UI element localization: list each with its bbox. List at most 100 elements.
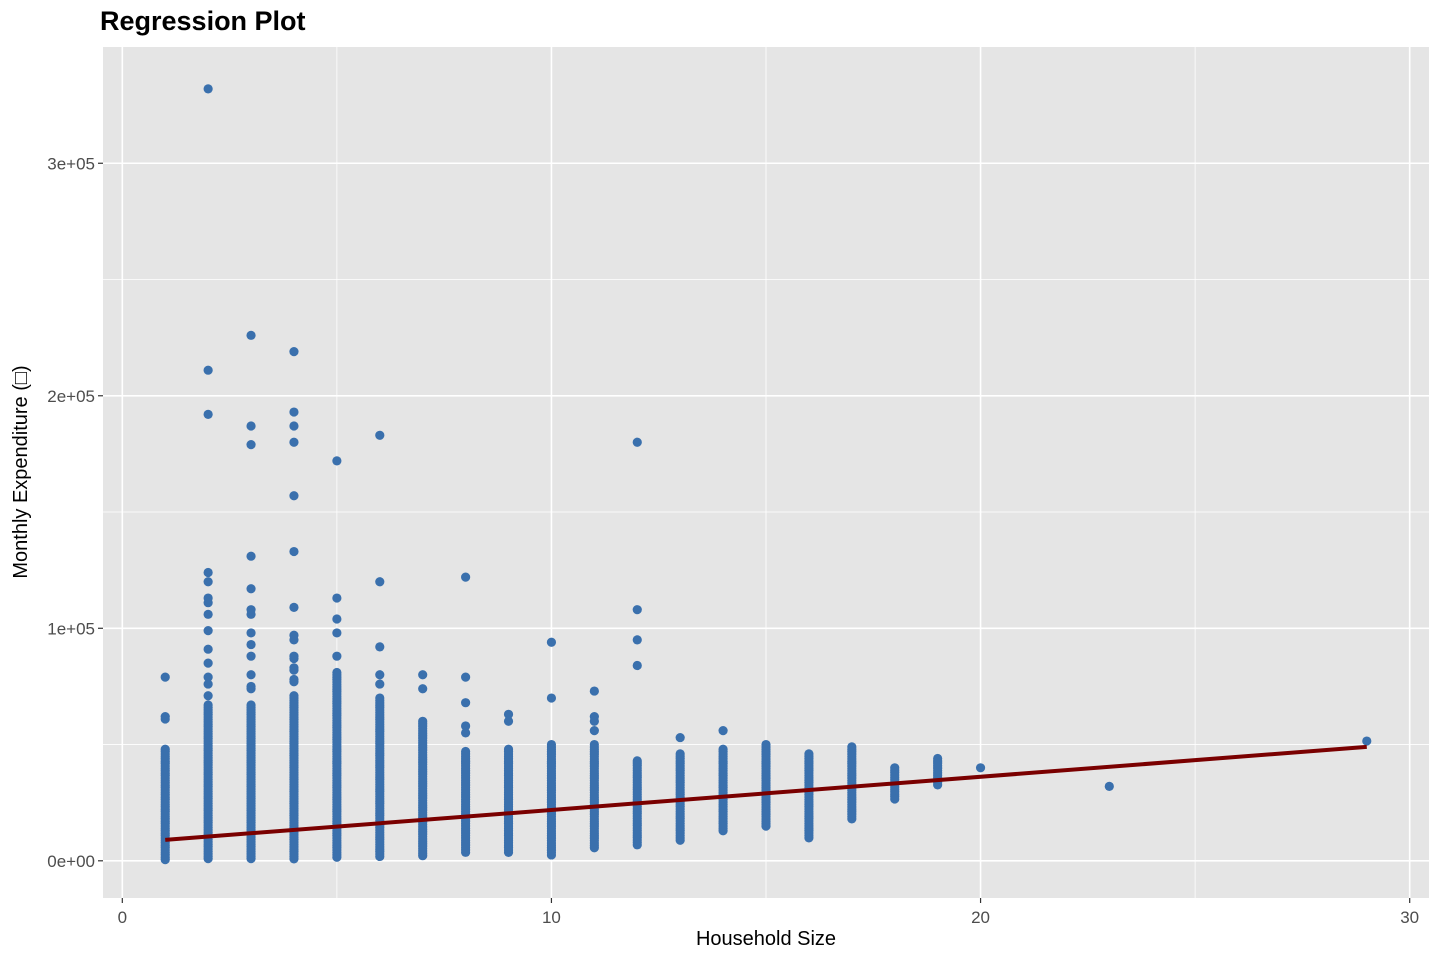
data-point — [203, 626, 213, 636]
data-point — [503, 716, 514, 726]
data-point — [289, 602, 299, 612]
data-point — [246, 421, 256, 431]
data-point — [546, 693, 557, 703]
regression-line — [165, 744, 1367, 842]
data-point — [632, 840, 642, 850]
data-point — [332, 456, 342, 466]
data-point — [933, 780, 943, 790]
data-point — [461, 672, 471, 682]
data-point — [632, 635, 642, 645]
data-point — [847, 814, 857, 824]
x-axis-title: Household Size — [696, 928, 836, 950]
data-point — [203, 609, 213, 619]
data-point — [246, 330, 256, 340]
data-point — [375, 670, 385, 680]
data-point — [203, 691, 213, 701]
data-point — [461, 698, 471, 708]
data-point — [203, 854, 213, 864]
y-tick-label: 1e+05 — [47, 619, 95, 638]
data-point — [246, 439, 256, 450]
data-point — [289, 653, 299, 664]
data-point — [246, 684, 256, 694]
data-point — [546, 850, 557, 860]
data-point — [461, 728, 471, 738]
data-point — [332, 593, 342, 603]
data-point — [804, 833, 814, 843]
data-point — [246, 639, 256, 650]
data-point — [332, 614, 342, 624]
data-point — [418, 851, 428, 861]
data-point — [375, 430, 385, 440]
data-point — [289, 635, 299, 645]
data-point — [203, 679, 213, 689]
data-point — [761, 821, 771, 831]
scatter-points — [160, 84, 1372, 865]
data-point — [589, 716, 599, 726]
y-tick-label: 2e+05 — [47, 387, 95, 406]
data-point — [503, 709, 514, 719]
data-point — [718, 826, 728, 836]
y-axis-title: Monthly Expenditure (□) — [10, 365, 32, 578]
data-point — [160, 854, 170, 865]
data-point — [203, 567, 213, 578]
data-point — [246, 609, 256, 619]
data-point — [589, 725, 599, 736]
x-tick-label: 30 — [1400, 908, 1419, 927]
data-point — [160, 714, 170, 724]
data-point — [332, 651, 342, 661]
data-point — [203, 644, 213, 654]
regression-line-group — [165, 744, 1367, 842]
data-point — [375, 851, 385, 862]
data-point — [589, 843, 599, 853]
data-point — [418, 670, 428, 680]
y-tick-label: 3e+05 — [47, 154, 95, 173]
data-point — [246, 551, 256, 561]
data-point — [332, 852, 342, 862]
data-point — [203, 409, 213, 419]
data-point — [375, 642, 385, 652]
data-point — [203, 84, 213, 94]
data-point — [890, 794, 900, 804]
data-point — [203, 365, 213, 375]
data-point — [289, 546, 299, 557]
data-point — [203, 672, 213, 682]
data-point — [289, 677, 299, 687]
data-point — [632, 660, 642, 671]
data-point — [1104, 781, 1114, 791]
data-point — [461, 572, 471, 582]
data-point — [418, 684, 428, 694]
data-point — [289, 665, 299, 675]
data-point — [375, 577, 385, 587]
data-point — [632, 605, 642, 615]
data-point — [203, 598, 213, 608]
data-point — [246, 670, 256, 680]
y-tick-label: 0e+00 — [47, 852, 95, 871]
x-tick-label: 0 — [118, 908, 127, 927]
data-point — [289, 437, 299, 447]
data-point — [1362, 736, 1372, 746]
data-point — [246, 651, 256, 661]
data-point — [289, 346, 299, 357]
data-point — [461, 721, 471, 731]
data-point — [203, 658, 213, 668]
grid-lines — [103, 47, 1429, 898]
data-point — [289, 491, 299, 501]
data-point — [332, 628, 342, 638]
axes: 0 10 20 30 0e+00 1e+05 2e+05 3e+05 — [47, 154, 1419, 927]
data-point — [289, 407, 299, 417]
data-point — [546, 637, 557, 647]
x-tick-label: 20 — [971, 908, 990, 927]
data-point — [246, 628, 256, 638]
chart-title: Regression Plot — [100, 6, 306, 36]
data-point — [289, 691, 299, 701]
data-point — [589, 686, 599, 696]
data-point — [675, 835, 685, 845]
data-point — [375, 679, 385, 689]
data-point — [503, 847, 514, 857]
data-point — [289, 854, 299, 864]
data-point — [632, 437, 642, 447]
data-point — [246, 854, 256, 864]
data-point — [246, 584, 256, 594]
data-point — [975, 763, 986, 773]
